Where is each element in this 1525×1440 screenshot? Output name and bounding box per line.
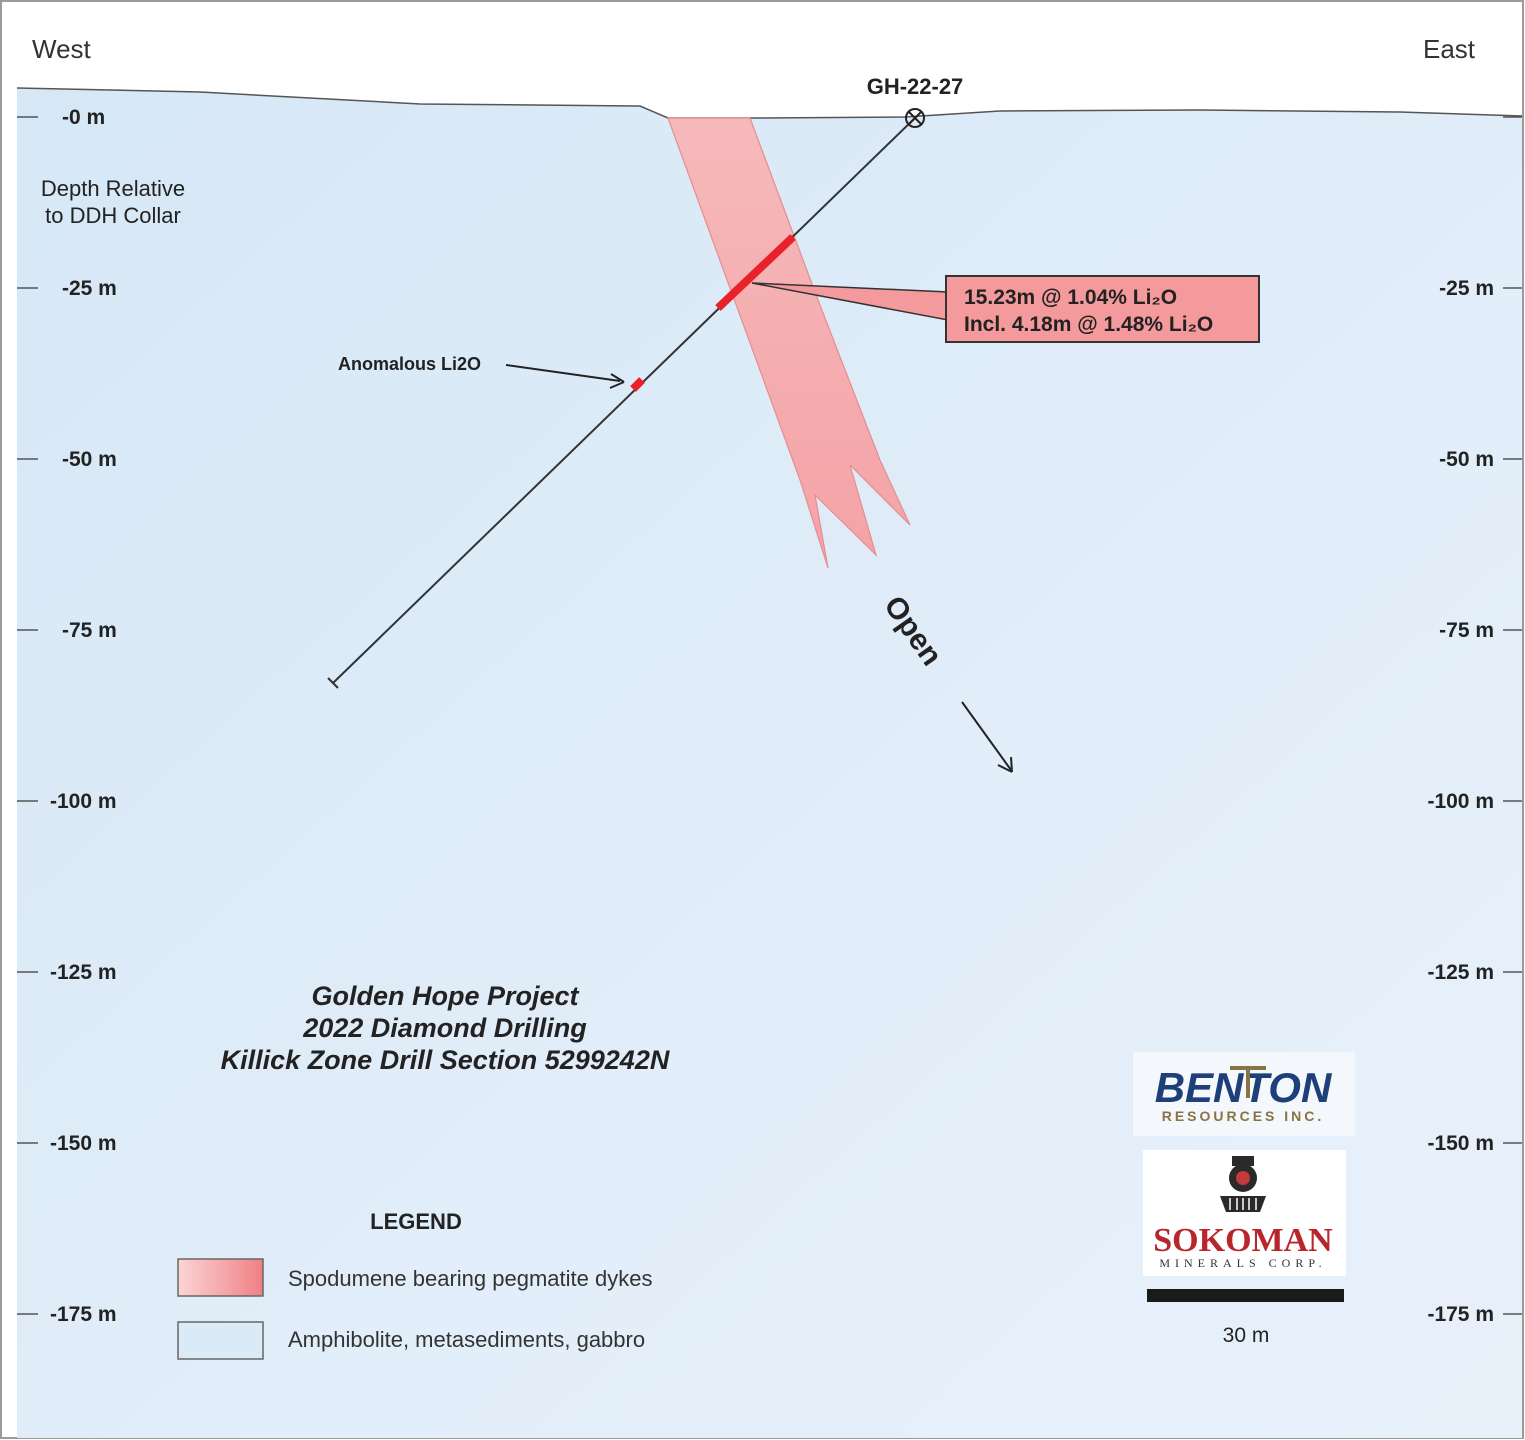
benton-logo-text: BENTON [1155,1064,1333,1111]
depth-tick-right: -75 m [1439,619,1494,642]
scale-bar-label: 30 m [1223,1324,1270,1347]
depth-tick-right: -150 m [1427,1132,1494,1155]
legend-swatch-pegmatite [177,1258,264,1297]
sokoman-logo-text: SOKOMAN [1153,1222,1333,1259]
section-title-line2: 2022 Diamond Drilling [302,1013,587,1043]
legend-heading: LEGEND [370,1209,462,1234]
depth-tick-left: -50 m [62,448,117,471]
depth-tick-right: -175 m [1427,1303,1494,1326]
open-arrow [961,701,1012,771]
depth-tick-right: -50 m [1439,448,1494,471]
section-title-line3: Killick Zone Drill Section 5299242N [221,1045,670,1075]
drillhole-name: GH-22-27 [867,74,964,99]
depth-tick-right: -125 m [1427,961,1494,984]
benton-logo-subtext: RESOURCES INC. [1162,1108,1325,1124]
right-depth-axis: -25 m -50 m -75 m -100 m -125 m -150 m -… [1427,116,1522,1326]
depth-tick-left: -100 m [50,790,117,813]
anomalous-label: Anomalous Li2O [338,354,481,374]
depth-tick-left: -25 m [62,277,117,300]
depth-tick-left: -150 m [50,1132,117,1155]
anomalous-arrow [505,364,621,382]
depth-tick-left: -75 m [62,619,117,642]
drillhole-end-tick [327,677,339,689]
sokoman-emblem-icon [1220,1156,1266,1212]
intercept-main [715,234,796,311]
depth-tick-left: -175 m [50,1303,117,1326]
west-label: West [32,34,92,64]
depth-axis-title-line2: to DDH Collar [45,203,181,228]
intercept-line1: 15.23m @ 1.04% Li₂O [964,286,1177,309]
depth-tick-left: -125 m [50,961,117,984]
scale-bar [1147,1289,1344,1302]
depth-axis-title-line1: Depth Relative [41,176,185,201]
legend-swatch-host-rock [177,1321,264,1360]
depth-tick-left: -0 m [62,106,105,129]
drillhole-trace [332,117,916,684]
intercept-anomalous [630,377,645,392]
legend-label-host-rock: Amphibolite, metasediments, gabbro [288,1327,645,1352]
depth-tick-right: -100 m [1427,790,1494,813]
intercept-callout-box [945,275,1260,343]
benton-logo: BENTON RESOURCES INC. [1133,1052,1355,1136]
section-title-line1: Golden Hope Project [311,981,579,1011]
anomalous-arrowhead [609,373,625,389]
sokoman-logo-subtext: MINERALS CORP. [1159,1256,1326,1270]
pegmatite-dyke [667,117,911,569]
left-depth-axis: -0 m -25 m -50 m -75 m -100 m -125 m -15… [17,106,117,1326]
drillhole-collar-icon [905,108,925,128]
open-arrowhead [997,756,1013,773]
depth-tick-right: -25 m [1439,277,1494,300]
topography-line [16,87,1523,119]
legend-label-pegmatite: Spodumene bearing pegmatite dykes [288,1266,652,1291]
intercept-line2: Incl. 4.18m @ 1.48% Li₂O [964,313,1213,336]
east-label: East [1423,34,1476,64]
sokoman-logo: SOKOMAN MINERALS CORP. [1143,1150,1346,1276]
